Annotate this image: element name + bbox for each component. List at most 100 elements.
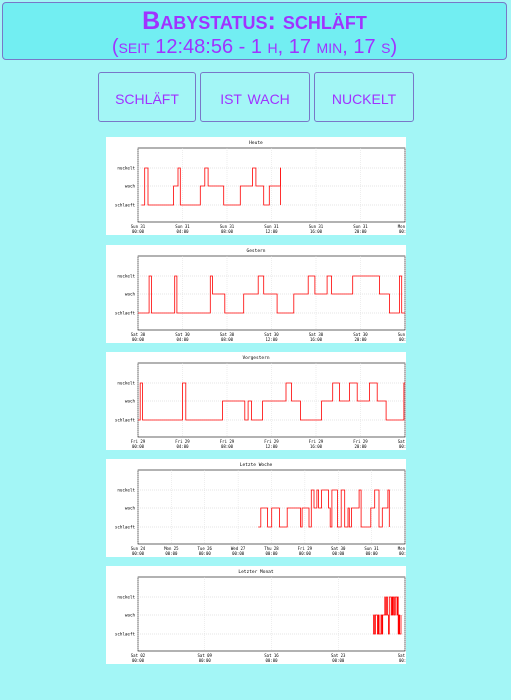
x-tick-label: 00:00 — [366, 551, 379, 556]
x-tick-label: 00:00 — [332, 658, 345, 663]
x-tick-label: 08:00 — [221, 444, 234, 449]
x-tick-label: 00:00 — [165, 551, 178, 556]
schlaeft-button[interactable]: schläft — [98, 72, 196, 122]
x-tick-label: Sun 31 — [131, 224, 146, 229]
x-tick-label: Fri 29 — [175, 439, 190, 444]
y-tick-label: wach — [125, 292, 136, 297]
chart-letzte-woche: Letzte Woche schlaeft wach nuckelt Sun 24 00:… — [106, 459, 406, 557]
x-tick-label: Sat 30 — [398, 439, 406, 444]
x-tick-label: Fri 29 — [353, 439, 368, 444]
nuckelt-button[interactable]: nuckelt — [314, 72, 414, 122]
y-tick-label: wach — [125, 613, 136, 618]
x-tick-label: 16:00 — [310, 444, 323, 449]
x-tick-label: Mon 01 — [398, 546, 406, 551]
x-tick-label: Thu 28 — [264, 546, 279, 551]
x-tick-label: 00:00 — [265, 551, 278, 556]
y-tick-label: schlaeft — [115, 632, 136, 637]
x-tick-label: Fri 29 — [220, 439, 235, 444]
x-tick-label: Sat 30 — [398, 653, 406, 658]
x-tick-label: Sun 31 — [264, 224, 279, 229]
x-tick-label: Sun 31 — [175, 224, 190, 229]
x-tick-label: Sat 30 — [264, 332, 279, 337]
nuckelt-button-label: nuckelt — [331, 86, 397, 109]
x-tick-label: 16:00 — [310, 229, 323, 234]
series-line — [138, 275, 405, 314]
x-tick-label: 00:00 — [199, 658, 212, 663]
y-tick-label: wach — [125, 506, 136, 511]
chart-heute: Heute schlaeft wach nuckelt Sun 31 00:00 Sun 3… — [106, 137, 406, 235]
x-tick-label: 00:00 — [299, 551, 312, 556]
chart-title: Heute — [249, 140, 263, 146]
y-tick-label: schlaeft — [115, 203, 136, 208]
chart-letzter-monat-svg: Letzter Monat schlaeft wach nuckelt Sat 02 00… — [115, 569, 406, 663]
series-line — [138, 382, 405, 421]
x-tick-label: Sun 24 — [131, 546, 146, 551]
x-tick-label: 20:00 — [354, 229, 367, 234]
x-tick-label: 00:00 — [132, 229, 145, 234]
chart-vorgestern: Vorgestern schlaeft wach nuckelt Fri 29 00:00… — [106, 352, 406, 450]
x-tick-label: 00:00 — [132, 337, 145, 342]
x-tick-label: Sun 31 — [398, 332, 406, 337]
y-tick-label: nuckelt — [117, 381, 135, 386]
x-tick-label: Sat 30 — [353, 332, 368, 337]
x-tick-label: Sat 30 — [309, 332, 324, 337]
chart-letzter-monat: Letzter Monat schlaeft wach nuckelt Sat 02 00… — [106, 566, 406, 664]
chart-title: Letzter Monat — [238, 569, 274, 575]
y-tick-label: nuckelt — [117, 488, 135, 493]
x-tick-label: Fri 29 — [264, 439, 279, 444]
x-tick-label: Sat 30 — [331, 546, 346, 551]
x-tick-label: 00:00 — [332, 551, 345, 556]
y-tick-label: wach — [125, 399, 136, 404]
x-tick-label: 04:00 — [176, 444, 189, 449]
x-tick-label: 12:00 — [265, 444, 278, 449]
status-since: (seit 12:48:56 - 1 h, 17 min, 17 s) — [111, 36, 398, 58]
x-tick-label: 16:00 — [310, 337, 323, 342]
x-tick-label: Sun 31 — [364, 546, 379, 551]
x-tick-label: 00:00 — [399, 229, 406, 234]
series-line — [258, 489, 390, 528]
x-tick-label: 04:00 — [176, 337, 189, 342]
x-tick-label: 20:00 — [354, 337, 367, 342]
y-tick-label: nuckelt — [117, 595, 135, 600]
x-tick-label: Fri 29 — [309, 439, 324, 444]
x-tick-label: 12:00 — [265, 337, 278, 342]
x-tick-label: 00:00 — [132, 551, 145, 556]
x-tick-label: 00:00 — [399, 551, 406, 556]
x-tick-label: 00:00 — [232, 551, 245, 556]
x-tick-label: Sat 30 — [175, 332, 190, 337]
x-tick-label: Wed 27 — [231, 546, 246, 551]
x-tick-label: Sun 31 — [309, 224, 324, 229]
status-title: Babystatus: schläft — [142, 7, 367, 35]
y-tick-label: wach — [125, 184, 136, 189]
x-tick-label: 00:00 — [199, 551, 212, 556]
x-tick-label: Mon 01 — [398, 224, 406, 229]
x-tick-label: 00:00 — [265, 658, 278, 663]
x-tick-label: 00:00 — [399, 444, 406, 449]
x-tick-label: Sat 09 — [198, 653, 213, 658]
x-tick-label: Fri 29 — [131, 439, 146, 444]
x-tick-label: 00:00 — [399, 658, 406, 663]
chart-title: Gestern — [247, 248, 266, 254]
x-tick-label: Sun 31 — [220, 224, 235, 229]
chart-title: Letzte Woche — [240, 462, 273, 468]
y-tick-label: schlaeft — [115, 525, 136, 530]
series-line — [373, 596, 402, 635]
x-tick-label: Sat 02 — [131, 653, 146, 658]
chart-title: Vorgestern — [242, 355, 269, 361]
y-tick-label: schlaeft — [115, 311, 136, 316]
x-tick-label: Sat 30 — [220, 332, 235, 337]
y-tick-label: nuckelt — [117, 274, 135, 279]
x-tick-label: Sat 30 — [131, 332, 146, 337]
schlaeft-button-label: schläft — [115, 86, 179, 109]
y-tick-label: nuckelt — [117, 166, 135, 171]
x-tick-label: 08:00 — [221, 229, 234, 234]
ist-wach-button[interactable]: ist wach — [200, 72, 310, 122]
y-tick-label: schlaeft — [115, 418, 136, 423]
ist-wach-button-label: ist wach — [220, 86, 290, 109]
x-tick-label: 00:00 — [132, 444, 145, 449]
x-tick-label: Fri 29 — [298, 546, 313, 551]
x-tick-label: 20:00 — [354, 444, 367, 449]
